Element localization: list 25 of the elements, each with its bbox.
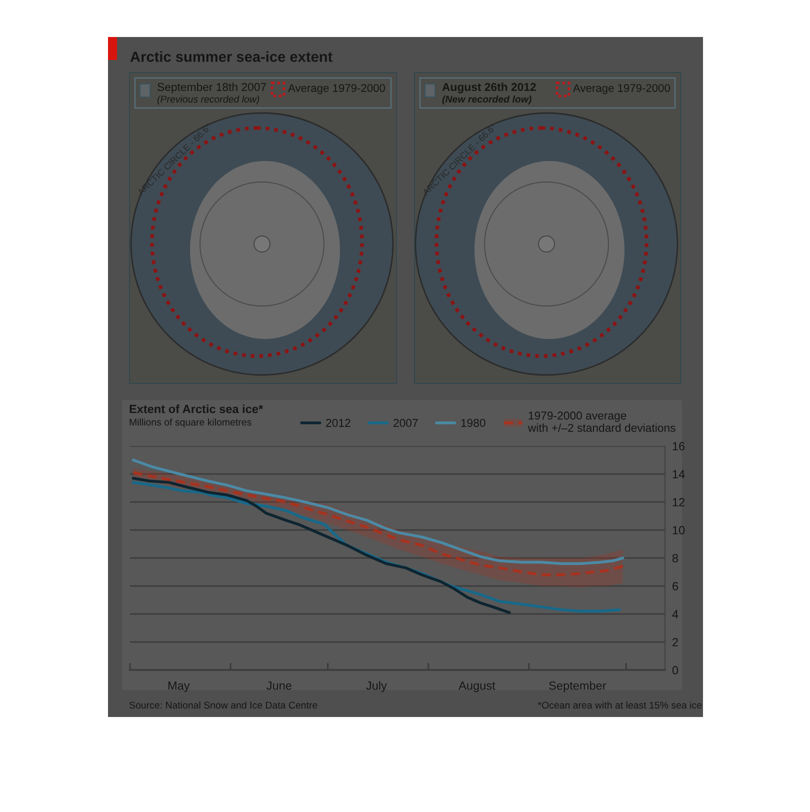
x-tick-label: August: [458, 682, 496, 692]
x-tick-label: July: [366, 681, 387, 692]
x-tick-label: June: [266, 682, 292, 690]
y-tick-label: 14: [672, 470, 685, 478]
y-tick-label: 12: [672, 498, 684, 506]
x-tick-label: May: [168, 682, 190, 692]
y-tick-label: 0: [672, 666, 678, 674]
y-tick-label: 8: [672, 554, 678, 562]
y-tick-label: 2: [672, 638, 678, 646]
legend-label: 2007: [394, 418, 418, 427]
y-tick-label: 16: [672, 442, 685, 450]
y-tick-label: 10: [672, 526, 685, 534]
source-note: Source: National Snow and Ice Data Centre: [129, 701, 318, 709]
legend-label: 2012: [326, 418, 350, 427]
line-series: [132, 458, 624, 565]
y-tick-label: 4: [672, 610, 678, 618]
chart-title: Extent of Arctic sea ice*: [130, 404, 264, 414]
chart-subtitle: Millions of square kilometres: [130, 418, 252, 428]
y-tick-label: 6: [672, 582, 678, 590]
x-tick-label: September: [549, 681, 606, 692]
legend-label: 1980: [461, 418, 486, 427]
text: *Ocean area with at least 15% sea ice: [538, 701, 702, 709]
legend-label: 1979-2000 average with +/–2 standard deviations: [528, 412, 676, 432]
text: Arctic summer sea-ice extent: [130, 51, 332, 62]
line-series: [132, 476, 511, 614]
